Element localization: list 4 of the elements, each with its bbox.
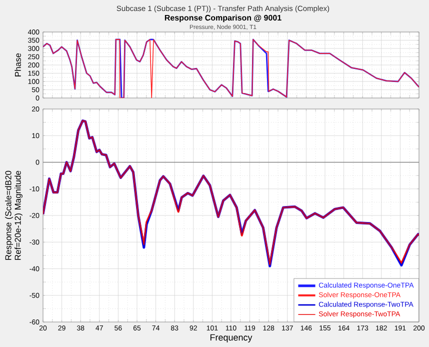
y-axis-title: Response (Scale=dB20 Ref=20e-12) Magnitude: [5, 170, 22, 260]
chart-title: Response Comparison @ 9001: [164, 14, 282, 22]
y-axis-title: Phase: [14, 53, 21, 76]
x-axis-title: Frequency: [210, 334, 252, 342]
